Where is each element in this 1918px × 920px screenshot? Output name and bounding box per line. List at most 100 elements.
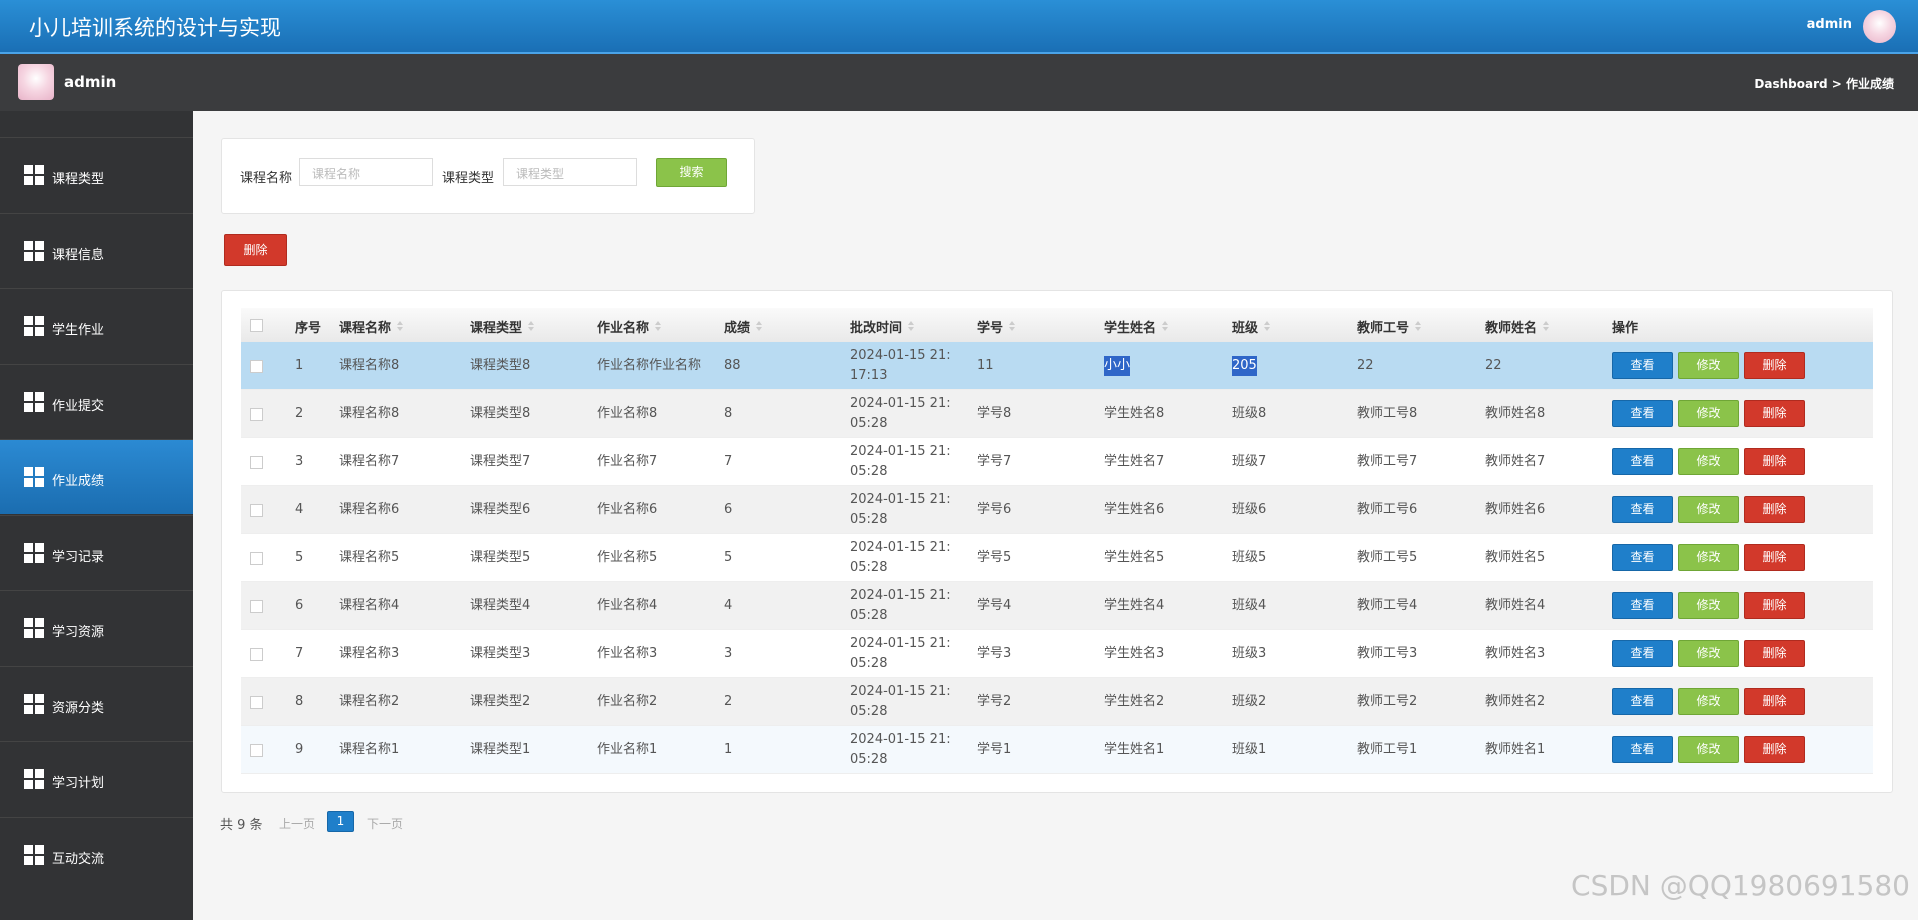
page-next[interactable]: 下一页 (367, 817, 404, 831)
cell: 班级7 (1232, 454, 1267, 469)
action-button[interactable]: 查看 (1612, 592, 1673, 619)
action-button[interactable]: 查看 (1612, 688, 1673, 715)
nav-item[interactable]: 学习资源 (0, 590, 193, 665)
row-checkbox[interactable] (250, 408, 263, 421)
table-row (241, 678, 1873, 726)
action-button[interactable]: 修改 (1678, 640, 1739, 667)
cell: 1 (724, 742, 733, 757)
sort-icon[interactable] (1415, 321, 1421, 331)
cell: 班级2 (1232, 694, 1267, 709)
row-checkbox[interactable] (250, 648, 263, 661)
action-button[interactable]: 查看 (1612, 448, 1673, 475)
row-checkbox[interactable] (250, 360, 263, 373)
nav-item[interactable]: 课程信息 (0, 212, 193, 288)
action-button[interactable]: 查看 (1612, 400, 1673, 427)
action-button[interactable]: 修改 (1678, 352, 1739, 379)
column-header[interactable]: 课程名称 (339, 321, 392, 336)
cell: 4 (724, 598, 733, 613)
nav-item[interactable]: 资源分类 (0, 665, 193, 741)
action-button[interactable]: 修改 (1678, 496, 1739, 523)
row-checkbox[interactable] (250, 696, 263, 709)
nav-item[interactable]: 课程类型 (0, 137, 193, 212)
action-button[interactable]: 修改 (1678, 544, 1739, 571)
nav-label: 学生作业 (52, 323, 105, 338)
column-header[interactable]: 班级 (1232, 321, 1259, 336)
table-row (241, 582, 1873, 630)
column-header[interactable]: 教师工号 (1357, 321, 1410, 336)
cell: 教师姓名4 (1485, 598, 1546, 613)
cell: 学生姓名3 (1104, 646, 1165, 661)
column-header[interactable]: 学号 (977, 321, 1004, 336)
action-button[interactable]: 删除 (1744, 688, 1805, 715)
nav-icon (24, 769, 44, 789)
sort-icon[interactable] (908, 321, 914, 331)
row-checkbox[interactable] (250, 504, 263, 517)
page-current[interactable]: 1 (327, 811, 354, 832)
top-user[interactable]: admin (1806, 17, 1852, 32)
cell: 3 (724, 646, 733, 661)
cell: 作业名称5 (597, 550, 658, 565)
action-button[interactable]: 删除 (1744, 592, 1805, 619)
nav-item[interactable]: 互动交流 (0, 816, 193, 892)
column-header[interactable]: 批改时间 (850, 321, 903, 336)
row-checkbox[interactable] (250, 456, 263, 469)
cell: 课程名称8 (339, 358, 400, 373)
action-button[interactable]: 修改 (1678, 688, 1739, 715)
column-header[interactable]: 作业名称 (597, 321, 650, 336)
action-button[interactable]: 查看 (1612, 544, 1673, 571)
action-button[interactable]: 修改 (1678, 400, 1739, 427)
action-button[interactable]: 删除 (1744, 544, 1805, 571)
action-button[interactable]: 删除 (1744, 496, 1805, 523)
row-checkbox[interactable] (250, 600, 263, 613)
action-button[interactable]: 删除 (1744, 352, 1805, 379)
delete-button[interactable]: 删除 (224, 234, 287, 266)
action-button[interactable]: 删除 (1744, 640, 1805, 667)
action-button[interactable]: 删除 (1744, 736, 1805, 763)
cell: 教师姓名7 (1485, 454, 1546, 469)
action-button[interactable]: 修改 (1678, 592, 1739, 619)
search-button[interactable]: 搜索 (656, 158, 727, 187)
sort-icon[interactable] (1162, 321, 1168, 331)
table-row (241, 726, 1873, 774)
top-avatar[interactable] (1863, 10, 1896, 43)
action-button[interactable]: 删除 (1744, 400, 1805, 427)
nav-item[interactable]: 学习计划 (0, 741, 193, 816)
sort-icon[interactable] (655, 321, 661, 331)
nav-item[interactable]: 学生作业 (0, 288, 193, 363)
row-checkbox[interactable] (250, 552, 263, 565)
action-button[interactable]: 查看 (1612, 736, 1673, 763)
cell: 课程类型3 (470, 646, 531, 661)
action-button[interactable]: 修改 (1678, 448, 1739, 475)
sort-icon[interactable] (756, 321, 762, 331)
action-button[interactable]: 修改 (1678, 736, 1739, 763)
search-input[interactable]: 课程名称 (299, 158, 433, 186)
row-checkbox[interactable] (250, 744, 263, 757)
nav-item[interactable]: 学习记录 (0, 514, 193, 590)
cell: 学生姓名2 (1104, 694, 1165, 709)
cell: 2024-01-15 21:05:28 (850, 492, 951, 527)
column-header[interactable]: 教师姓名 (1485, 321, 1538, 336)
page-prev[interactable]: 上一页 (279, 817, 316, 831)
column-header[interactable]: 学生姓名 (1104, 321, 1157, 336)
cell: 教师工号6 (1357, 502, 1418, 517)
cell: 学生姓名5 (1104, 550, 1165, 565)
header-checkbox[interactable] (250, 319, 263, 332)
sort-icon[interactable] (1543, 321, 1549, 331)
action-button[interactable]: 查看 (1612, 352, 1673, 379)
search-input[interactable]: 课程类型 (503, 158, 637, 186)
breadcrumb[interactable]: Dashboard > 作业成绩 (1754, 77, 1894, 91)
column-header[interactable]: 课程类型 (470, 321, 523, 336)
nav-item[interactable]: 作业成绩 (0, 439, 193, 514)
column-header[interactable]: 成绩 (724, 321, 751, 336)
action-button[interactable]: 查看 (1612, 640, 1673, 667)
sort-icon[interactable] (528, 321, 534, 331)
sort-icon[interactable] (397, 321, 403, 331)
sort-icon[interactable] (1009, 321, 1015, 331)
action-button[interactable]: 查看 (1612, 496, 1673, 523)
table-row (241, 342, 1873, 390)
nav-item[interactable]: 作业提交 (0, 363, 193, 439)
cell: 教师姓名1 (1485, 742, 1546, 757)
action-button[interactable]: 删除 (1744, 448, 1805, 475)
sort-icon[interactable] (1264, 321, 1270, 331)
